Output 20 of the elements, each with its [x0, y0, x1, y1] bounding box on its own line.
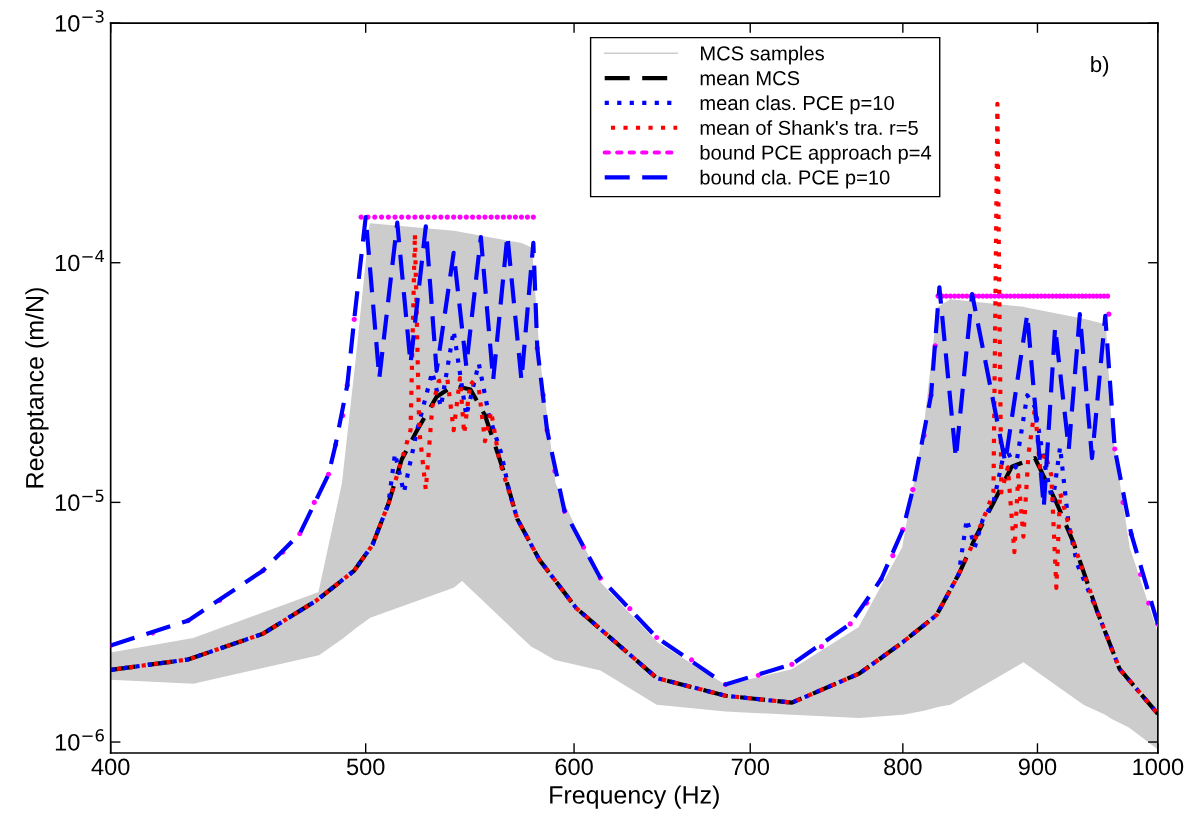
x-tick-label: 600	[555, 758, 593, 776]
legend-label: mean of Shank's tra. r=5	[700, 120, 918, 135]
y-axis-title: Receptance (m/N)	[25, 288, 49, 488]
legend-label: MCS samples	[701, 45, 824, 65]
legend-label: bound cla. PCE p=10	[700, 169, 890, 189]
x-tick-label: 400	[91, 758, 130, 776]
annotation: b)	[1091, 55, 1109, 77]
x-tick-label: 700	[731, 758, 770, 776]
y-tick-label: 10$^{−4}$	[55, 250, 105, 272]
x-tick-label: 800	[884, 758, 922, 776]
legend-label: mean MCS	[700, 71, 800, 86]
legend-label: mean clas. PCE p=10	[700, 95, 894, 115]
x-tick-label: 500	[346, 758, 385, 776]
legend-label: bound PCE approach p=4	[700, 144, 932, 164]
x-tick-label: 1000	[1133, 758, 1184, 776]
x-tick-label: 900	[1018, 758, 1057, 776]
y-tick-label: 10$^{−5}$	[55, 489, 104, 512]
y-tick-label: 10$^{−3}$	[55, 10, 104, 32]
x-axis-title: Frequency (Hz)	[550, 785, 719, 809]
y-tick-label: 10$^{−6}$	[55, 729, 104, 751]
